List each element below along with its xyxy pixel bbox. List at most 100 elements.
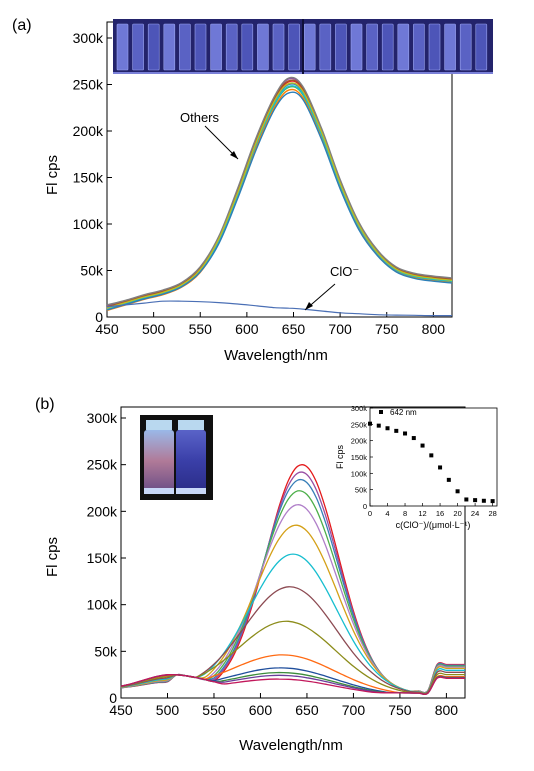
panel-b-y-tick-label: 150k xyxy=(87,550,118,566)
inset-y-tick-label: 250k xyxy=(351,420,368,429)
panel-b-series xyxy=(120,464,465,695)
arrow-others-head xyxy=(230,151,238,159)
vial xyxy=(288,23,300,71)
panel-a-series-line xyxy=(106,85,453,310)
panel-b-plot-frame xyxy=(120,406,466,699)
panel-a-series-line xyxy=(106,88,453,312)
inset-x-tick-label: 28 xyxy=(488,509,496,518)
panel-b-x-tick-label: 750 xyxy=(388,702,412,718)
panel-a-x-tick-label: 450 xyxy=(95,321,119,337)
vial xyxy=(335,23,347,71)
panel-b-photo-inset xyxy=(140,415,213,500)
panel-a-x-tick-label: 750 xyxy=(375,321,399,337)
inset-point xyxy=(446,477,451,482)
inset-point xyxy=(403,431,408,436)
panel-b-series-line xyxy=(120,673,465,695)
panel-a-series-line xyxy=(106,76,453,306)
vial xyxy=(147,23,160,71)
panel-a-x-tick-label: 700 xyxy=(328,321,352,337)
vial xyxy=(257,23,269,71)
panel-a-y-tick-label: 50k xyxy=(80,263,104,279)
panel-a-label: (a) xyxy=(12,17,32,34)
inset-point xyxy=(455,489,460,494)
inset-y-tick-label: 200k xyxy=(351,437,368,446)
inset-point xyxy=(376,423,381,428)
arrow-clo-head xyxy=(305,302,313,310)
panel-a-x-tick-label: 550 xyxy=(189,321,213,337)
vial xyxy=(475,23,488,71)
inset-legend-label: 642 nm xyxy=(390,408,417,417)
panel-a-ylabel: Fl cps xyxy=(44,155,61,195)
inset-point xyxy=(429,453,434,458)
panel-a-x-tick-label: 500 xyxy=(142,321,166,337)
inset-xlabel: c(ClO⁻)/(μmol·L⁻¹) xyxy=(396,520,471,530)
panel-b-series-line xyxy=(120,478,465,694)
panel-a-series-line xyxy=(106,300,453,317)
inset-point xyxy=(394,428,399,433)
panel-b-series-line xyxy=(120,667,465,695)
panel-a-xlabel: Wavelength/nm xyxy=(224,347,328,364)
panel-a-series-line xyxy=(106,91,453,311)
annotation-clo: ClO⁻ xyxy=(330,264,359,279)
panel-a-axes: 450 500 550 600 650 700 750 800 0 50k 100k 150k 200k… xyxy=(73,21,453,337)
panel-b-x-tick-label: 800 xyxy=(435,702,459,718)
inset-legend-marker xyxy=(379,410,383,414)
vial xyxy=(350,23,363,71)
vial xyxy=(428,23,441,71)
inset-x-tick-label: 24 xyxy=(471,509,479,518)
vial xyxy=(413,23,425,71)
panel-b-inset-chart: 0 4 8 12 16 20 24 28 0 50k 100k 150k 200k 250k 300k 642… xyxy=(335,404,498,530)
inset-x-tick-label: 16 xyxy=(436,509,444,518)
panel-b-y-tick-label: 300k xyxy=(87,410,118,426)
panel-b-x-tick-label: 550 xyxy=(202,702,226,718)
inset-point xyxy=(411,436,416,441)
panel-a-y-tick-label: 250k xyxy=(73,77,104,93)
panel-a-y-tick-label: 300k xyxy=(73,30,104,46)
inset-point xyxy=(464,497,469,502)
panel-b-x-tick-label: 450 xyxy=(109,702,133,718)
inset-y-tick-label: 100k xyxy=(351,469,368,478)
panel-a-y-tick-label: 0 xyxy=(95,309,103,325)
inset-point xyxy=(420,443,425,448)
vial xyxy=(397,23,410,71)
vial xyxy=(179,23,191,71)
panel-b: (b) 450 500 550 600 650 700 750 800050k100k150k… xyxy=(35,396,498,754)
panel-b-y-tick-label: 200k xyxy=(87,503,118,519)
inset-point xyxy=(481,498,486,503)
panel-a-series-line xyxy=(106,85,453,311)
inset-point xyxy=(385,426,390,431)
vial xyxy=(116,23,129,71)
annotation-others: Others xyxy=(180,110,220,125)
panel-a-y-tick-label: 100k xyxy=(73,216,104,232)
vial xyxy=(241,23,254,71)
panel-b-series-line xyxy=(120,553,465,695)
panel-a-series-line xyxy=(106,82,453,309)
inset-y-tick-label: 0 xyxy=(363,502,367,511)
vial xyxy=(225,23,238,71)
inset-x-tick-label: 12 xyxy=(418,509,426,518)
inset-x-tick-label: 20 xyxy=(453,509,461,518)
panel-a-x-tick-label: 800 xyxy=(422,321,446,337)
inset-x-tick-label: 8 xyxy=(403,509,407,518)
inset-point xyxy=(473,498,478,503)
panel-b-series-line xyxy=(120,620,465,695)
panel-b-label: (b) xyxy=(35,396,55,413)
panel-b-y-tick-label: 100k xyxy=(87,597,118,613)
inset-point xyxy=(368,421,372,426)
vial xyxy=(319,23,332,71)
vial xyxy=(272,23,285,71)
panel-a-series xyxy=(106,76,453,317)
panel-a-x-tick-label: 650 xyxy=(282,321,306,337)
vial xyxy=(194,23,207,71)
vial xyxy=(366,23,378,71)
panel-a-series-line xyxy=(106,83,453,310)
panel-a: (a) 450 500 550 600 650 700 750 800 0 50k 100k 150k… xyxy=(12,17,493,364)
panel-b-xlabel: Wavelength/nm xyxy=(239,737,343,754)
inset-point xyxy=(490,499,495,504)
vial xyxy=(163,23,176,71)
vial xyxy=(444,23,456,71)
inset-frame xyxy=(369,407,498,507)
inset-x-tick-label: 4 xyxy=(385,509,389,518)
vial xyxy=(381,23,394,71)
